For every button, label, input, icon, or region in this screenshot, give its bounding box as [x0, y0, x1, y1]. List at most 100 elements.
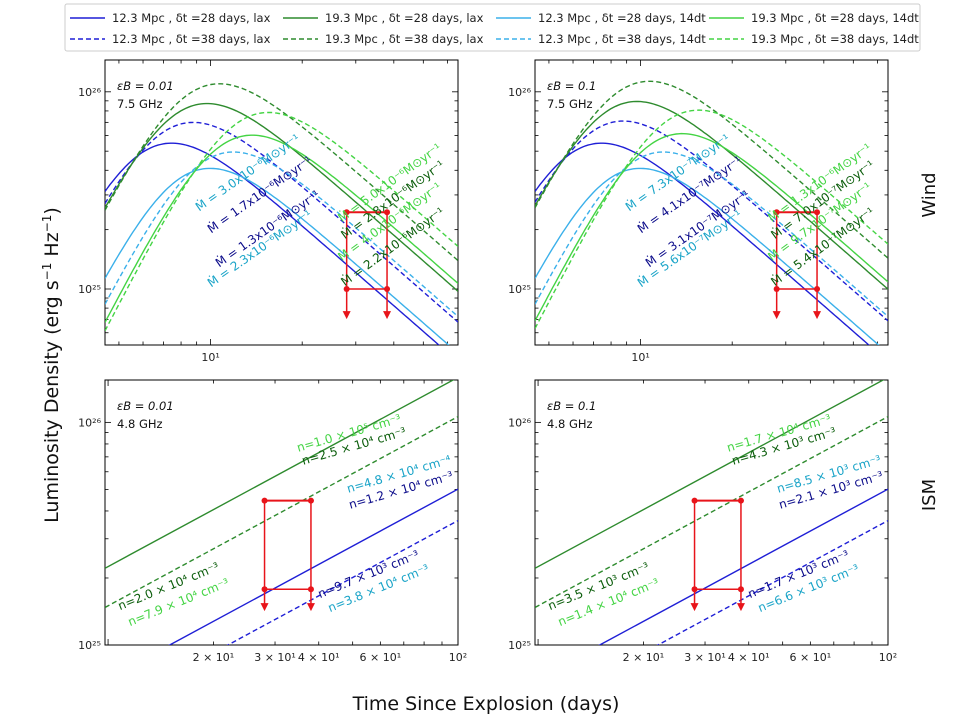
series-line: [535, 415, 888, 609]
red-marker: [384, 286, 391, 293]
red-marker: [737, 497, 744, 504]
series-line: [105, 102, 458, 292]
red-arrow-head: [690, 603, 699, 612]
series-line: [105, 111, 458, 332]
y-axis-label-part-3: ): [41, 207, 63, 214]
annotation-epsilon: εB = 0.1: [547, 79, 596, 93]
red-marker: [307, 497, 314, 504]
legend-label: 19.3 Mpc , δt =28 days, 14dt: [751, 11, 919, 25]
series-line: [535, 100, 888, 290]
legend-label: 12.3 Mpc , δt =28 days, lax: [112, 11, 271, 25]
legend-label: 12.3 Mpc , δt =38 days, 14dt: [538, 32, 706, 46]
red-arrow-head: [813, 311, 822, 320]
y-axis-label: Luminosity Density (erg s−1 Hz−1): [40, 207, 63, 523]
legend-label: 19.3 Mpc , δt =38 days, 14dt: [751, 32, 919, 46]
legend-entries: 12.3 Mpc , δt =28 days, lax 12.3 Mpc , δt…: [70, 11, 919, 46]
y-axis-label-part-1: Luminosity Density (erg s: [41, 280, 63, 523]
y-axis-label-sup-2: −1: [40, 215, 54, 233]
legend-frame: [64, 3, 921, 52]
x-tick-label: 3 × 10¹: [254, 651, 296, 664]
y-tick-label: 10²⁵: [508, 639, 531, 652]
red-marker: [691, 497, 698, 504]
y-axis-label-part-2: Hz: [41, 232, 63, 262]
red-marker: [343, 209, 350, 216]
series-line: [105, 167, 450, 345]
annotation-frequency: 7.5 GHz: [547, 97, 593, 111]
y-tick-label: 10²⁵: [78, 283, 101, 296]
x-tick-label: 10²: [879, 651, 897, 664]
x-tick-label: 6 × 10¹: [360, 651, 402, 664]
red-arrow-head: [306, 603, 315, 612]
red-marker: [773, 286, 780, 293]
legend-label: 12.3 Mpc , δt =28 days, 14dt: [538, 11, 706, 25]
plot-area: [535, 80, 888, 345]
legend-label: 19.3 Mpc , δt =38 days, lax: [325, 32, 484, 46]
series-line: [105, 134, 458, 323]
annotation-epsilon: εB = 0.1: [547, 399, 596, 413]
legend-label: 19.3 Mpc , δt =28 days, lax: [325, 11, 484, 25]
series-line: [535, 380, 885, 569]
x-tick-label: 3 × 10¹: [684, 651, 726, 664]
panel-ism-eps-001: 2 × 10¹ 3 × 10¹ 4 × 10¹ 6 × 10¹ 10² 10²⁵ 10²⁶ ε…: [78, 379, 467, 664]
series-line: [535, 142, 870, 345]
x-tick-label: 2 × 10¹: [623, 651, 665, 664]
x-tick-label: 10¹: [201, 351, 219, 364]
red-marker: [261, 497, 268, 504]
red-marker: [814, 286, 821, 293]
plot-area: [105, 83, 458, 345]
series-line: [105, 380, 455, 569]
red-arrow-head: [736, 603, 745, 612]
series-line: [226, 519, 458, 645]
series-line: [535, 151, 888, 318]
x-tick-label: 2 × 10¹: [193, 651, 235, 664]
y-axis-label-sup-1: −1: [40, 263, 54, 281]
series-line: [168, 488, 458, 645]
x-tick-label: 4 × 10¹: [728, 651, 770, 664]
panel-ism-eps-01: 2 × 10¹ 3 × 10¹ 4 × 10¹ 6 × 10¹ 10² 10²⁵ 10²⁶ ε…: [508, 379, 897, 664]
annotation-epsilon: εB = 0.01: [117, 399, 174, 413]
y-tick-label: 10²⁵: [508, 283, 531, 296]
series-line: [105, 151, 458, 318]
series-line: [656, 519, 888, 645]
y-tick-label: 10²⁵: [78, 639, 101, 652]
row-label-wind: Wind: [919, 172, 940, 217]
series-line: [105, 142, 440, 345]
row-label-ism: ISM: [919, 479, 940, 511]
series-line: [535, 109, 888, 329]
annotation-frequency: 4.8 GHz: [547, 417, 593, 431]
legend-label: 12.3 Mpc , δt =38 days, lax: [112, 32, 271, 46]
red-arrow-head: [383, 311, 392, 320]
y-tick-label: 10²⁶: [508, 86, 531, 99]
legend: 12.3 Mpc , δt =28 days, lax 12.3 Mpc , δt…: [64, 3, 921, 52]
red-marker: [737, 586, 744, 593]
plot-area: [535, 380, 888, 645]
plot-area: [105, 380, 458, 645]
series-line: [535, 132, 888, 322]
series-line: [535, 120, 888, 322]
x-tick-label: 6 × 10¹: [790, 651, 832, 664]
y-tick-label: 10²⁶: [78, 86, 101, 99]
series-line: [535, 167, 880, 345]
x-tick-label: 10²: [449, 651, 467, 664]
red-arrow-head: [260, 603, 269, 612]
red-marker: [814, 209, 821, 216]
red-marker: [261, 586, 268, 593]
red-marker: [773, 209, 780, 216]
x-tick-label: 4 × 10¹: [298, 651, 340, 664]
red-marker: [307, 586, 314, 593]
red-marker: [384, 209, 391, 216]
y-tick-label: 10²⁶: [78, 416, 101, 429]
x-axis-label: Time Since Explosion (days): [352, 693, 620, 715]
red-marker: [343, 286, 350, 293]
red-arrow-head: [772, 311, 781, 320]
series-line: [105, 415, 458, 609]
annotation-frequency: 7.5 GHz: [117, 97, 163, 111]
x-tick-label: 10¹: [631, 351, 649, 364]
y-tick-label: 10²⁶: [508, 416, 531, 429]
series-line: [598, 488, 888, 645]
red-arrow-head: [342, 311, 351, 320]
red-marker: [691, 586, 698, 593]
